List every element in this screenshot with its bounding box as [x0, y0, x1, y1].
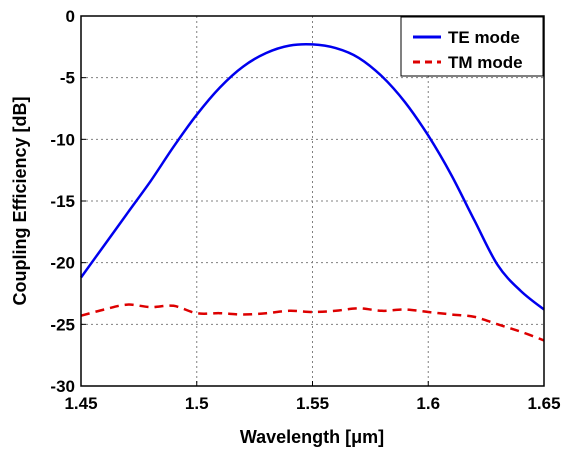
- y-tick-label: -15: [50, 192, 75, 211]
- series-layer: [79, 42, 545, 342]
- y-tick-label: -20: [50, 254, 75, 273]
- x-tick-label: 1.5: [185, 394, 209, 413]
- x-tick-label: 1.65: [527, 394, 560, 413]
- grid-lines: [81, 16, 544, 386]
- legend-label-te-mode: TE mode: [448, 28, 520, 47]
- y-tick-label: -10: [50, 130, 75, 149]
- tick-marks: [80, 15, 545, 387]
- legend: TE mode TM mode: [400, 16, 544, 77]
- y-tick-label: 0: [66, 7, 75, 26]
- tick-labels: 1.45 1.5 1.55 1.6 1.65 0 -5 -10 -15 -20 -25 -30: [50, 7, 560, 413]
- x-tick-label: 1.45: [64, 394, 97, 413]
- x-tick-label: 1.55: [296, 394, 329, 413]
- series-line-tm-mode: [80, 303, 545, 342]
- y-tick-label: -5: [60, 69, 75, 88]
- legend-label-tm-mode: TM mode: [448, 53, 523, 72]
- legend-box: [400, 16, 544, 77]
- y-axis-label: Coupling Efficiency [dB]: [10, 97, 30, 306]
- y-tick-label: -25: [50, 315, 75, 334]
- x-tick-label: 1.6: [416, 394, 440, 413]
- y-tick-label: -30: [50, 377, 75, 396]
- series-line-te-mode: [79, 42, 545, 311]
- x-axis-label: Wavelength [μm]: [240, 427, 384, 447]
